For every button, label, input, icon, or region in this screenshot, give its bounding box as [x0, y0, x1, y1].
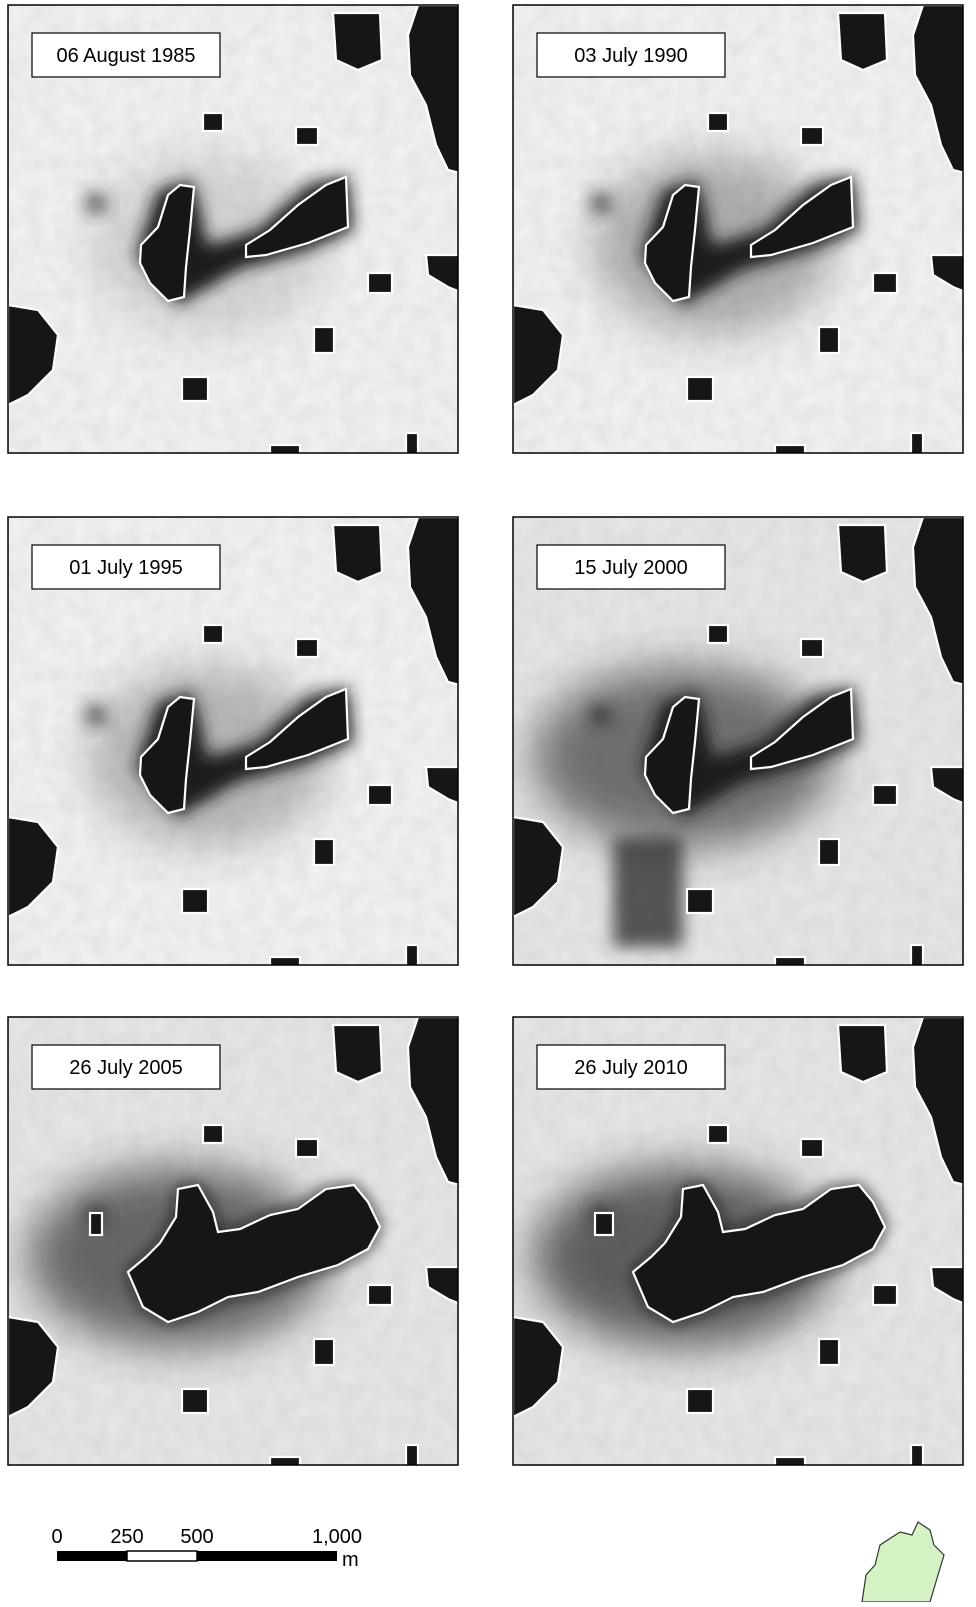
scale-label: 250 — [110, 1526, 143, 1548]
water — [368, 1285, 392, 1305]
scale-segment — [197, 1551, 337, 1561]
scale-label: 1,000 — [312, 1526, 362, 1548]
scale-unit: m — [342, 1549, 359, 1571]
locator-map — [862, 1522, 944, 1602]
panel: 26 July 2010 — [513, 1017, 973, 1471]
dark-spot — [589, 703, 613, 727]
water — [775, 1457, 805, 1471]
water — [203, 1125, 223, 1143]
water — [687, 1389, 713, 1413]
water — [801, 127, 823, 145]
water — [368, 273, 392, 293]
water — [838, 525, 887, 582]
water — [819, 327, 839, 353]
water — [333, 13, 382, 70]
panel: 01 July 1995 — [8, 517, 468, 971]
water — [775, 445, 805, 459]
water — [838, 13, 887, 70]
water — [687, 377, 713, 401]
water — [296, 1139, 318, 1157]
water — [775, 957, 805, 971]
water — [314, 839, 334, 865]
dark-spot — [84, 703, 108, 727]
panel: 03 July 1990 — [513, 5, 973, 459]
dark-spot — [589, 191, 613, 215]
water — [873, 1285, 897, 1305]
date-label: 06 August 1985 — [56, 45, 195, 67]
scale-bar: 0 250 500 1,000 m — [51, 1526, 362, 1571]
water — [801, 1139, 823, 1157]
date-label: 03 July 1990 — [574, 45, 687, 67]
dark-spot — [84, 191, 108, 215]
water — [182, 889, 208, 913]
water — [270, 957, 300, 971]
date-label: 15 July 2000 — [574, 557, 687, 579]
scale-segment — [57, 1551, 127, 1561]
water — [203, 625, 223, 643]
scale-segment — [127, 1551, 197, 1561]
water — [270, 1457, 300, 1471]
water — [873, 785, 897, 805]
water — [873, 273, 897, 293]
figure: 06 August 1985 03 July 1990 01 July 1995 15… — [0, 0, 976, 1602]
water — [333, 1025, 382, 1082]
water — [270, 445, 300, 459]
scale-label: 500 — [180, 1526, 213, 1548]
dark-patch — [613, 837, 683, 947]
water — [314, 1339, 334, 1365]
water — [708, 1125, 728, 1143]
date-label: 26 July 2005 — [69, 1057, 182, 1079]
water — [203, 113, 223, 131]
water — [333, 525, 382, 582]
scale-label: 0 — [51, 1526, 62, 1548]
water — [368, 785, 392, 805]
panels: 06 August 1985 03 July 1990 01 July 1995 15… — [8, 5, 973, 1471]
water — [90, 1213, 102, 1235]
water — [314, 327, 334, 353]
date-label: 01 July 1995 — [69, 557, 182, 579]
water — [801, 639, 823, 657]
date-label: 26 July 2010 — [574, 1057, 687, 1079]
water — [182, 1389, 208, 1413]
water — [819, 1339, 839, 1365]
water — [595, 1213, 613, 1235]
water — [296, 639, 318, 657]
water — [296, 127, 318, 145]
water — [819, 839, 839, 865]
water — [708, 625, 728, 643]
panel: 15 July 2000 — [513, 517, 973, 971]
panel: 26 July 2005 — [8, 1017, 468, 1471]
water — [182, 377, 208, 401]
water — [708, 113, 728, 131]
water — [838, 1025, 887, 1082]
panel: 06 August 1985 — [8, 5, 468, 459]
water — [687, 889, 713, 913]
